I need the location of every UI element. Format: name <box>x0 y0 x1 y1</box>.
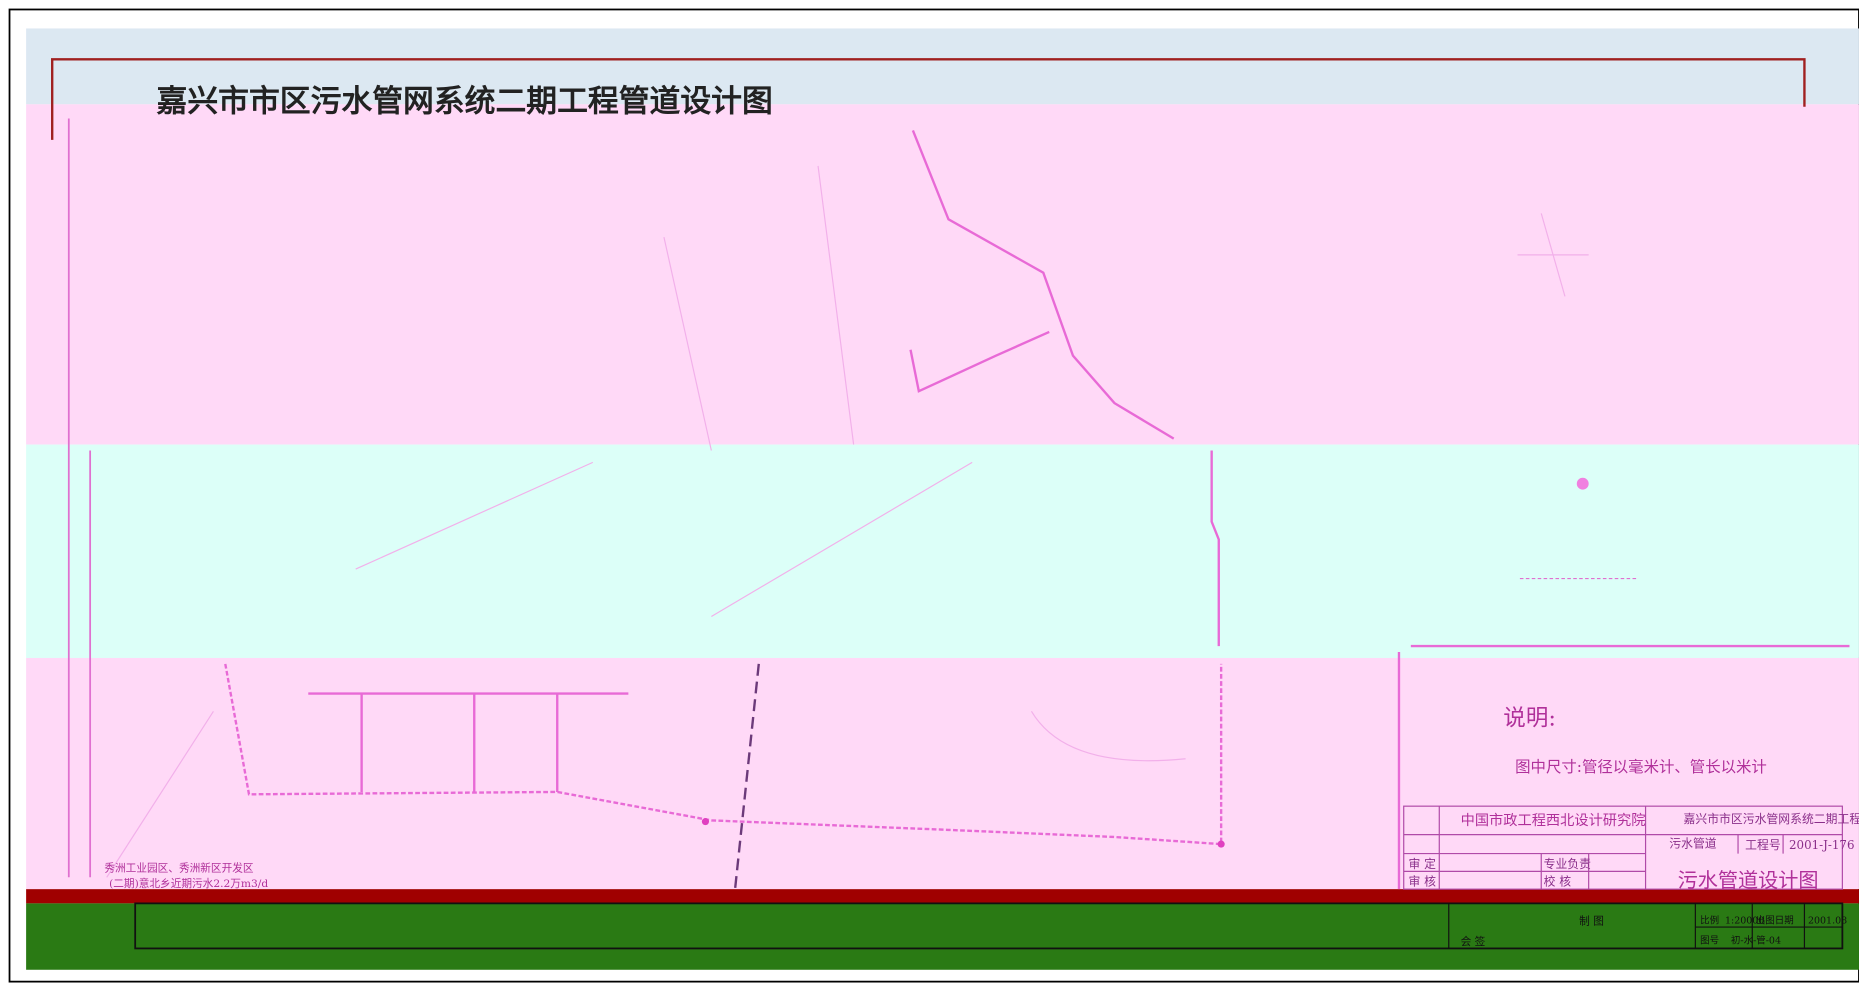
drawing-title: 污水管道设计图 <box>1678 868 1819 892</box>
notes-heading: 说明: <box>1503 706 1556 732</box>
band-pink <box>26 104 1859 445</box>
roads <box>106 165 1589 878</box>
band-red <box>26 889 1859 904</box>
border-bottom <box>134 902 1844 950</box>
role: 审 核 <box>1408 875 1436 889</box>
node <box>1217 840 1225 848</box>
role: 专业负责 <box>1544 857 1592 871</box>
role: 校 核 <box>1544 875 1572 889</box>
institute: 中国市政工程西北设计研究院 <box>1461 812 1646 829</box>
date-label: 出图日期 <box>1756 915 1794 927</box>
node <box>701 818 709 826</box>
marker <box>1576 477 1589 490</box>
notes: 图中尺寸:管径以毫米计、管长以米计 <box>1515 757 1767 776</box>
role: 会 签 <box>1461 935 1486 948</box>
role: 审 定 <box>1408 857 1436 871</box>
project: 嘉兴市市区污水管网系统二期工程 <box>1684 812 1859 826</box>
role: 制 图 <box>1579 915 1604 928</box>
border <box>51 58 1806 140</box>
number: 初-水-管-04 <box>1731 935 1781 947</box>
date: 2001.08 <box>1808 916 1847 927</box>
band-pink-2 <box>26 657 1859 890</box>
project-no: 2001-J-176 <box>1789 838 1855 852</box>
number-label: 图号 <box>1700 936 1719 947</box>
scale: 1:20000 <box>1725 916 1764 927</box>
pipes <box>224 129 1850 890</box>
scale-label: 比例 <box>1700 915 1719 927</box>
border-left <box>67 118 92 878</box>
band-cyan <box>26 444 1859 658</box>
drawing-type: 污水管道 <box>1669 837 1717 851</box>
project-no-label: 工程号 <box>1745 838 1781 852</box>
title-block <box>1403 805 1843 949</box>
band-top <box>26 28 1859 105</box>
band-green <box>26 903 1859 970</box>
title: 嘉兴市市区污水管网系统二期工程管道设计图 <box>157 83 773 119</box>
left-note: (二期)意北乡近期污水2.2万m3/d <box>109 877 268 890</box>
left-note: 秀洲工业园区、秀洲新区开发区 <box>104 861 254 874</box>
